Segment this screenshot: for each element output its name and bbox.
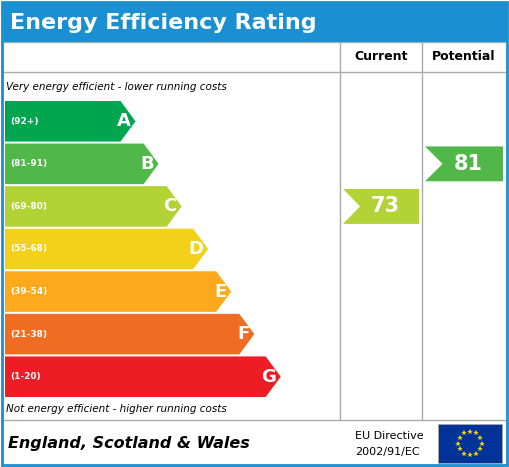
Text: Current: Current [354, 50, 408, 64]
Text: 73: 73 [371, 197, 399, 216]
Text: A: A [117, 112, 130, 130]
Text: Very energy efficient - lower running costs: Very energy efficient - lower running co… [6, 82, 227, 92]
Polygon shape [425, 146, 503, 181]
Polygon shape [5, 314, 254, 354]
Text: Not energy efficient - higher running costs: Not energy efficient - higher running co… [6, 404, 227, 414]
Text: E: E [214, 283, 226, 301]
Text: Energy Efficiency Rating: Energy Efficiency Rating [10, 13, 317, 33]
Text: F: F [237, 325, 249, 343]
Text: (1-20): (1-20) [10, 372, 41, 381]
Text: Potential: Potential [432, 50, 496, 64]
Text: D: D [188, 240, 203, 258]
Text: EU Directive: EU Directive [355, 432, 423, 441]
Text: G: G [261, 368, 276, 386]
Polygon shape [5, 271, 231, 312]
Text: 81: 81 [454, 154, 483, 174]
Polygon shape [5, 229, 208, 269]
Polygon shape [5, 143, 159, 184]
Text: 2002/91/EC: 2002/91/EC [355, 447, 419, 457]
Text: (39-54): (39-54) [10, 287, 47, 296]
Text: England, Scotland & Wales: England, Scotland & Wales [8, 436, 250, 451]
Polygon shape [5, 186, 182, 226]
Text: (81-91): (81-91) [10, 159, 47, 169]
Text: (69-80): (69-80) [10, 202, 47, 211]
Text: (55-68): (55-68) [10, 245, 47, 254]
Text: C: C [163, 198, 177, 215]
Bar [438, 424, 502, 463]
Text: (92+): (92+) [10, 117, 39, 126]
Text: B: B [140, 155, 154, 173]
Polygon shape [5, 356, 280, 397]
Polygon shape [5, 101, 135, 142]
Polygon shape [343, 189, 419, 224]
Text: (21-38): (21-38) [10, 330, 47, 339]
Bar [2, 2, 507, 42]
